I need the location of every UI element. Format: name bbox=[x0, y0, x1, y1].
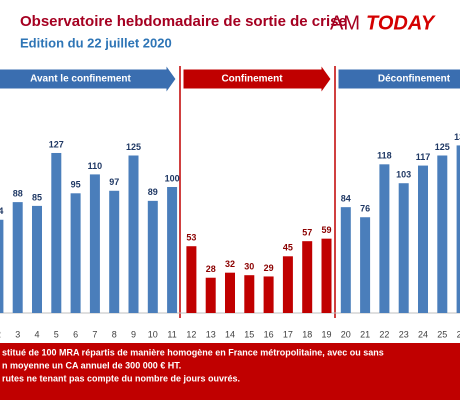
value-label: 74 bbox=[0, 206, 3, 216]
x-tick-label: 3 bbox=[15, 329, 20, 339]
phase-label: Avant le confinement bbox=[30, 74, 131, 85]
value-label: 45 bbox=[283, 243, 293, 253]
x-tick-label: 24 bbox=[418, 329, 428, 339]
value-label: 53 bbox=[186, 233, 196, 243]
value-label: 59 bbox=[321, 225, 331, 235]
value-label: 133 bbox=[454, 132, 460, 142]
x-tick-label: 4 bbox=[34, 329, 39, 339]
x-tick-label: 18 bbox=[302, 329, 312, 339]
x-tick-label: 9 bbox=[131, 329, 136, 339]
footnote: rutes ne tenant pas compte du nombre de … bbox=[2, 373, 240, 383]
x-tick-label: 26 bbox=[457, 329, 460, 339]
value-label: 103 bbox=[396, 170, 411, 180]
value-label: 118 bbox=[377, 151, 392, 161]
value-label: 89 bbox=[148, 187, 158, 197]
bar bbox=[225, 272, 235, 313]
footer-band bbox=[0, 343, 460, 400]
phase-arrow bbox=[0, 63, 177, 95]
x-tick-label: 11 bbox=[167, 329, 176, 339]
bar bbox=[109, 190, 120, 313]
bar bbox=[282, 256, 293, 313]
logo-today: TODAY bbox=[366, 12, 436, 34]
value-label: 84 bbox=[341, 194, 351, 204]
x-tick-label: 17 bbox=[283, 329, 293, 339]
bar bbox=[437, 155, 448, 313]
x-tick-label: 12 bbox=[186, 329, 196, 339]
x-tick-label: 6 bbox=[73, 329, 78, 339]
value-label: 28 bbox=[206, 264, 216, 274]
phase-label: Déconfinement bbox=[378, 74, 451, 85]
bar bbox=[147, 200, 158, 313]
value-label: 125 bbox=[126, 142, 141, 152]
chart-title: Observatoire hebdomadaire de sortie de c… bbox=[20, 13, 347, 30]
value-label: 125 bbox=[435, 142, 450, 152]
x-tick-label: 5 bbox=[54, 329, 59, 339]
bar bbox=[0, 219, 4, 313]
value-label: 57 bbox=[302, 228, 312, 238]
value-label: 95 bbox=[71, 180, 81, 190]
bar bbox=[263, 276, 274, 313]
x-tick-label: 22 bbox=[379, 329, 389, 339]
chart-subtitle: Edition du 22 juillet 2020 bbox=[20, 35, 172, 50]
phase-arrow bbox=[182, 63, 332, 95]
bar bbox=[360, 217, 371, 313]
bar bbox=[89, 174, 100, 313]
value-label: 97 bbox=[109, 177, 119, 187]
x-tick-label: 15 bbox=[244, 329, 254, 339]
footnote: n moyenne un CA annuel de 300 000 € HT. bbox=[2, 360, 181, 370]
x-tick-label: 23 bbox=[399, 329, 409, 339]
bar bbox=[244, 275, 255, 313]
value-label: 32 bbox=[225, 259, 235, 269]
bar bbox=[70, 193, 81, 313]
bar bbox=[128, 155, 139, 313]
x-tick-label: 16 bbox=[264, 329, 274, 339]
x-tick-label: 14 bbox=[225, 329, 235, 339]
x-tick-label: 21 bbox=[360, 329, 370, 339]
bar bbox=[321, 238, 332, 313]
bar bbox=[167, 187, 178, 313]
x-tick-label: 10 bbox=[148, 329, 158, 339]
x-tick-label: 2 bbox=[0, 329, 1, 339]
bar bbox=[205, 277, 216, 313]
x-tick-label: 25 bbox=[437, 329, 447, 339]
value-label: 85 bbox=[32, 192, 42, 202]
phase-label: Confinement bbox=[221, 74, 283, 85]
value-label: 110 bbox=[88, 161, 103, 171]
bar bbox=[51, 152, 62, 313]
bar bbox=[302, 241, 313, 313]
value-label: 100 bbox=[165, 173, 180, 183]
value-label: 29 bbox=[264, 263, 274, 273]
bar bbox=[456, 145, 460, 313]
bar bbox=[340, 207, 351, 313]
bar bbox=[418, 165, 428, 313]
value-label: 76 bbox=[360, 204, 370, 214]
value-label: 127 bbox=[49, 139, 64, 149]
value-label: 117 bbox=[416, 152, 431, 162]
value-label: 30 bbox=[244, 262, 254, 272]
bar bbox=[32, 205, 42, 313]
bar bbox=[379, 164, 390, 313]
value-label: 88 bbox=[13, 188, 23, 198]
x-tick-label: 13 bbox=[206, 329, 216, 339]
bar bbox=[398, 183, 409, 313]
x-tick-label: 19 bbox=[321, 329, 331, 339]
bar bbox=[12, 202, 23, 313]
x-tick-label: 7 bbox=[92, 329, 97, 339]
x-tick-label: 20 bbox=[341, 329, 351, 339]
x-tick-label: 8 bbox=[112, 329, 117, 339]
phase-arrow bbox=[337, 68, 460, 90]
bar bbox=[186, 246, 197, 313]
logo-am: AM bbox=[330, 12, 360, 34]
footnote: stitué de 100 MRA répartis de manière ho… bbox=[2, 347, 384, 357]
